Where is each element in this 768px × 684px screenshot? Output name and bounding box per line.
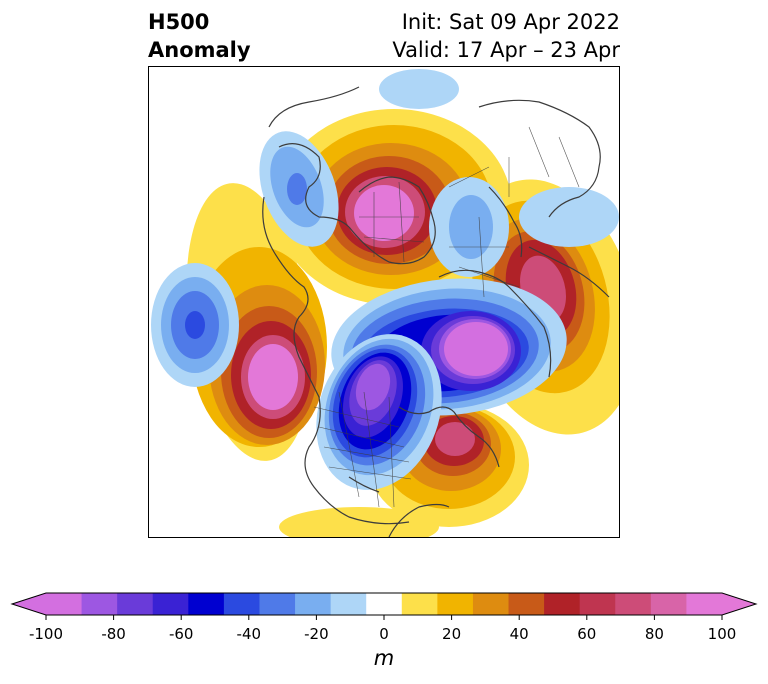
trough-north — [259, 69, 619, 277]
colorbar-segments — [10, 592, 758, 620]
colorbar-segment — [330, 593, 367, 615]
title-right: Init: Sat 09 Apr 2022 Valid: 17 Apr – 23… — [392, 8, 620, 64]
colorbar-extend-high — [722, 593, 756, 615]
colorbar-segment — [544, 593, 581, 615]
colorbar-segment — [152, 593, 189, 615]
colorbar-tick-label: 100 — [707, 625, 737, 643]
colorbar-tick-label: 20 — [442, 625, 462, 643]
colorbar-segment — [650, 593, 687, 615]
colorbar-segment — [401, 593, 438, 615]
colorbar-tick-label: 40 — [509, 625, 529, 643]
colorbar-segment — [615, 593, 652, 615]
anomaly-map — [148, 66, 620, 538]
colorbar-tick-label: -20 — [304, 625, 329, 643]
colorbar-extend-low — [12, 593, 46, 615]
colorbar-segment — [437, 593, 474, 615]
init-date: Init: Sat 09 Apr 2022 — [401, 10, 620, 34]
colorbar-segment — [259, 593, 296, 615]
colorbar-segment — [472, 593, 510, 615]
title-variable: H500 — [148, 10, 210, 34]
state-borders — [313, 126, 580, 508]
valid-range: Valid: 17 Apr – 23 Apr — [392, 38, 620, 62]
colorbar-segment — [223, 593, 260, 615]
map-canvas — [151, 69, 619, 537]
colorbar-tick-label: -100 — [28, 625, 64, 643]
colorbar-segment — [579, 593, 616, 615]
colorbar-tick-label: 60 — [577, 625, 597, 643]
colorbar-tick-label: 0 — [379, 625, 389, 643]
colorbar-segment — [508, 593, 545, 615]
colorbar-tick-label: -40 — [236, 625, 262, 643]
colorbar-segment — [366, 593, 403, 615]
colorbar-tick-label: 80 — [644, 625, 664, 643]
title-left: H500 Anomaly — [148, 8, 251, 64]
colorbar-tick-label: -80 — [101, 625, 126, 643]
colorbar — [10, 592, 758, 620]
colorbar-segment — [188, 593, 225, 615]
title-field: Anomaly — [148, 38, 251, 62]
colorbar-unit-label: m — [373, 646, 395, 670]
trough-pacific — [151, 263, 239, 387]
colorbar-segment — [117, 593, 154, 615]
colorbar-segment — [46, 593, 83, 615]
colorbar-tick-label: -60 — [168, 625, 194, 643]
colorbar-segment — [81, 593, 118, 615]
colorbar-segment — [686, 593, 723, 615]
colorbar-segment — [295, 593, 332, 615]
